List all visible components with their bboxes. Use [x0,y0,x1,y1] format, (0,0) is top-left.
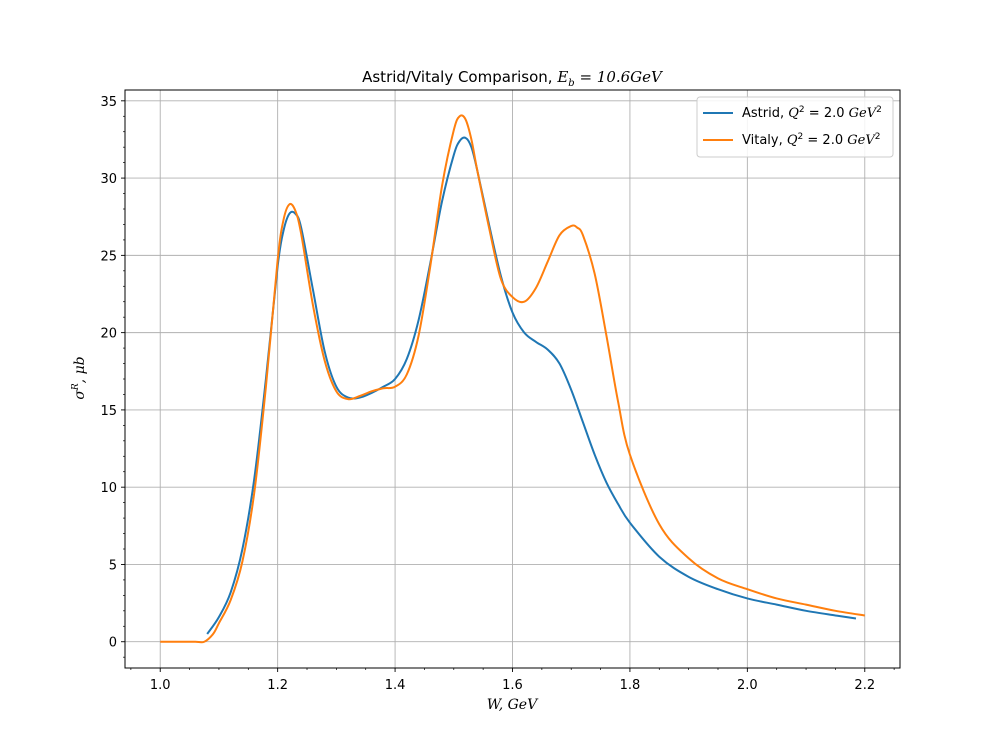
legend-label-vitaly: Vitaly, Q2 = 2.0 GeV2 [742,132,880,148]
y-tick-label: 25 [100,249,117,264]
x-tick-label: 1.6 [502,678,523,693]
series-line-astrid [206,136,857,635]
legend: Astrid, Q2 = 2.0 GeV2 Vitaly, Q2 = 2.0 G… [696,96,894,158]
x-tick-label: 1.2 [267,678,288,693]
grid [125,90,900,668]
y-tick-label: 5 [109,558,117,573]
y-axis-label: σR, μb [71,356,88,399]
y-tick-label: 0 [109,636,117,651]
x-tick-label: 1.8 [620,678,641,693]
y-tick-label: 35 [100,95,117,110]
chart-title: Astrid/Vitaly Comparison, Eb = 10.6GeV [362,68,664,89]
x-tick-label: 2.0 [737,678,758,693]
x-tick-label: 1.4 [385,678,406,693]
x-tick-label: 2.2 [854,678,875,693]
y-tick-label: 10 [100,481,117,496]
y-tick-label: 15 [100,404,117,419]
title-e-sub: b [568,78,574,89]
legend-label-astrid: Astrid, Q2 = 2.0 GeV2 [742,105,882,121]
legend-box [696,96,894,158]
ylabel-sup: R [71,383,81,391]
y-tick-label: 30 [100,172,117,187]
ylabel-sigma: σ [72,390,88,400]
title-e: E [556,68,568,86]
x-tick-label: 1.0 [150,678,171,693]
titles: Astrid/Vitaly Comparison, Eb = 10.6GeV W… [71,68,664,713]
ylabel-suffix: , μb [72,356,88,383]
series-lines [160,114,865,644]
y-tick-label: 20 [100,327,117,342]
title-prefix: Astrid/Vitaly Comparison, [362,68,557,86]
title-suffix: = 10.6GeV [575,68,664,86]
x-axis-label: W, GeV [487,697,539,713]
series-line-vitaly [160,114,865,644]
axis-ticks: 1.0 1.2 1.4 1.6 1.8 2.0 2.2 0 5 10 15 20 25 30 35 [100,95,895,693]
